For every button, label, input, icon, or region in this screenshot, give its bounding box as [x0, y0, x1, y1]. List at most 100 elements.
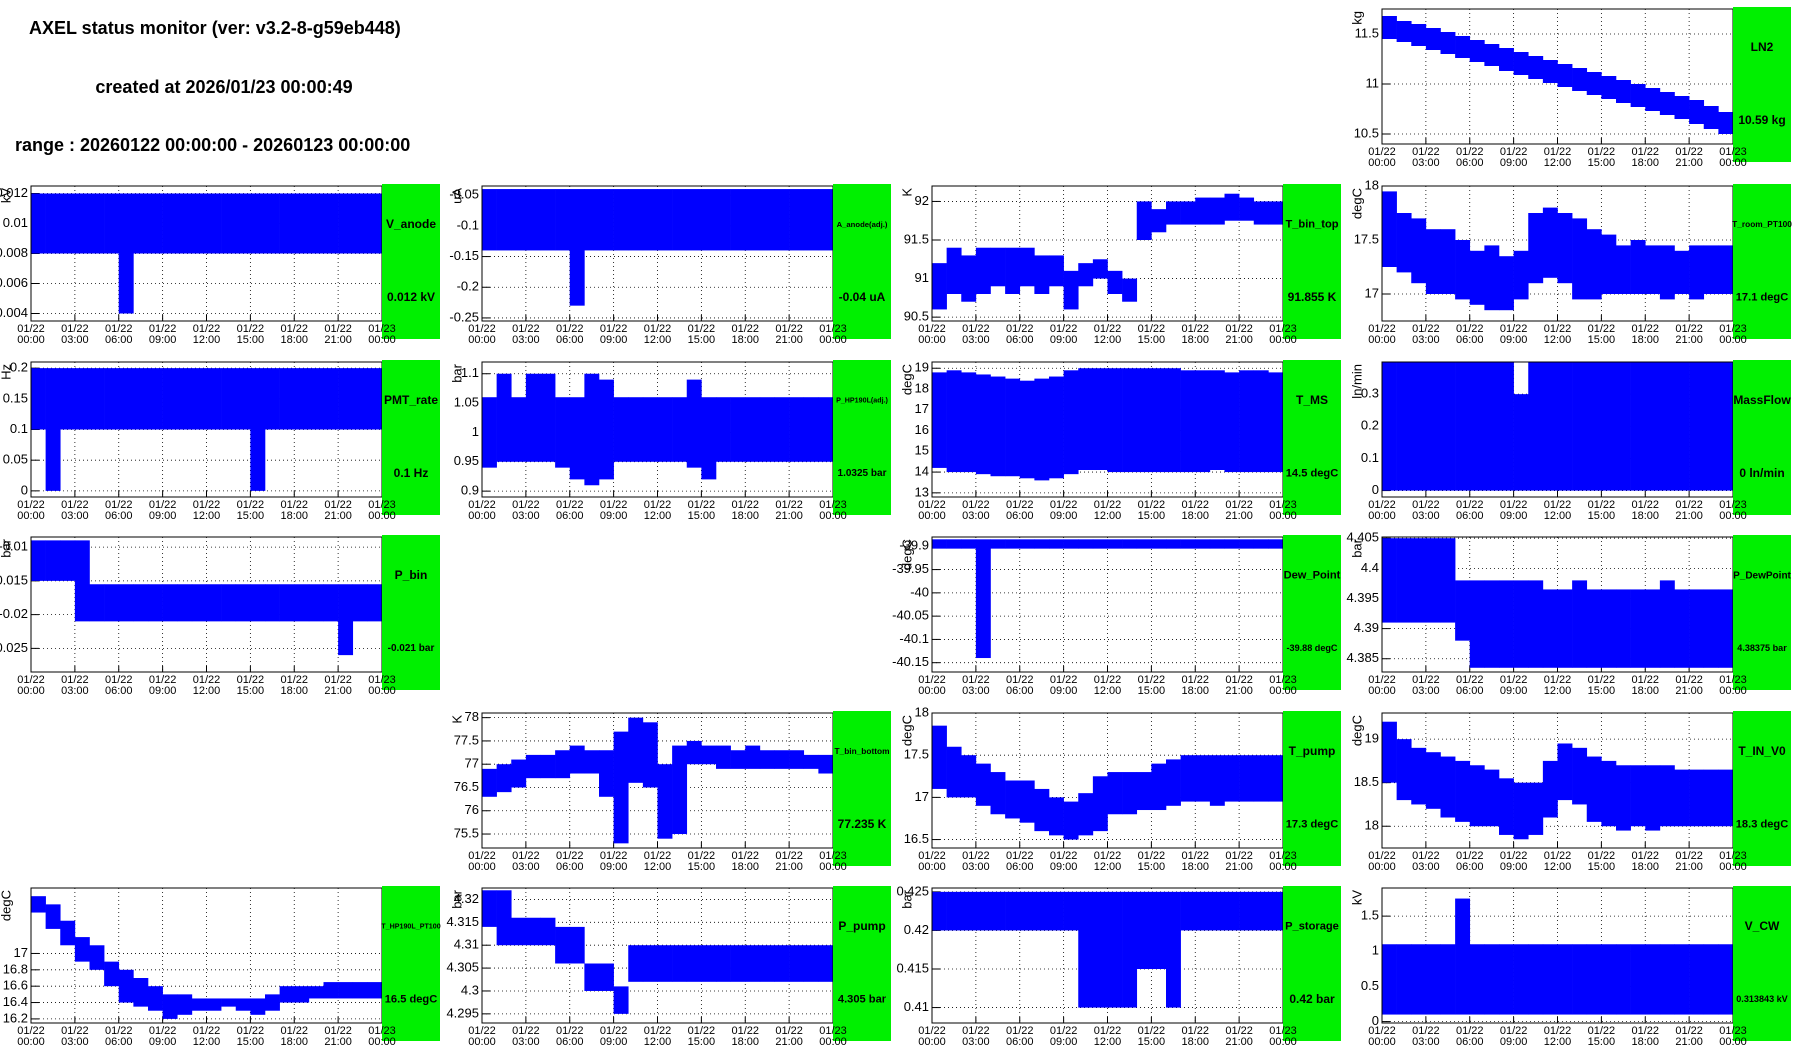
x-tick-label: 01/22 18:00 [1181, 1025, 1210, 1048]
band-bar [1382, 944, 1397, 1015]
band-bar [1616, 362, 1631, 491]
x-tick-label: 01/22 00:00 [468, 499, 496, 522]
band-bar [1440, 756, 1456, 818]
band-bar [759, 750, 775, 769]
x-tick-label: 01/22 00:00 [918, 323, 946, 346]
x-tick-label: 01/22 00:00 [17, 674, 45, 697]
band-bar [1107, 270, 1123, 294]
band-bar [990, 891, 1006, 931]
band-bar [221, 193, 237, 254]
band-bar [250, 584, 266, 622]
band-bar [1630, 765, 1646, 827]
y-axis-unit: K [449, 715, 464, 724]
x-tick-label: 01/22 00:00 [1368, 674, 1396, 697]
band-bar [1586, 362, 1602, 491]
band-bar [1396, 213, 1412, 273]
status-box [1283, 886, 1341, 1041]
band-bar [1572, 68, 1588, 91]
band-bar [367, 982, 382, 999]
band-series [31, 540, 382, 656]
x-tick-label: 01/22 18:00 [1181, 850, 1210, 873]
x-tick-label: 01/22 12:00 [192, 674, 221, 697]
band-bar [975, 763, 991, 806]
band-bar [1034, 539, 1050, 549]
band-bar [1180, 891, 1196, 931]
band-bar [1586, 944, 1602, 1015]
y-axis-unit: degC [899, 539, 914, 570]
band-bar [1601, 760, 1617, 827]
band-bar [1703, 362, 1719, 491]
band-bar [191, 998, 207, 1011]
band-bar [1063, 370, 1079, 475]
band-series [1382, 16, 1733, 134]
band-bar [1209, 755, 1225, 806]
y-tick-label: 76.5 [454, 779, 479, 794]
band-bar [1659, 92, 1675, 115]
status-title: P_DewPoint [1733, 570, 1791, 581]
status-value: -0.04 uA [839, 290, 886, 304]
band-bar [730, 189, 746, 251]
band-bar [1499, 256, 1514, 311]
y-tick-label: 0.2 [1361, 418, 1379, 433]
band-bar [1411, 747, 1427, 805]
band-bar [1601, 76, 1617, 99]
band-bar [1411, 362, 1427, 491]
band-bar [308, 986, 324, 999]
y-tick-label: 4.305 [446, 960, 479, 975]
band-bar [642, 397, 658, 462]
band-bar [745, 397, 761, 462]
x-tick-label: 01/22 09:00 [1049, 1025, 1078, 1048]
band-bar [1019, 539, 1035, 549]
band-bar [1425, 28, 1441, 50]
y-tick-label: 0.1 [1361, 450, 1379, 465]
band-series [932, 368, 1283, 481]
band-bar [482, 890, 497, 927]
band-bar [1005, 247, 1021, 294]
band-bar [1195, 370, 1211, 473]
band-bar [89, 945, 105, 970]
status-box [1283, 360, 1341, 515]
band-bar [1049, 539, 1064, 549]
created-time: created at 2026/01/23 00:00:49 [95, 77, 352, 97]
y-tick-label: 18 [1365, 818, 1379, 833]
x-tick-label: 01/22 03:00 [1412, 499, 1440, 522]
band-bar [496, 890, 512, 946]
status-title: T_bin_bottom [834, 746, 889, 756]
band-bar [1528, 580, 1544, 668]
x-tick-label: 01/22 06:00 [1005, 499, 1034, 522]
x-tick-label: 01/22 15:00 [687, 323, 716, 346]
band-bar [1122, 539, 1138, 549]
band-bar [1107, 772, 1123, 815]
x-tick-label: 01/22 18:00 [280, 499, 309, 522]
x-tick-label: 01/22 09:00 [1049, 850, 1078, 873]
band-bar [1645, 589, 1661, 668]
band-bar [1166, 539, 1181, 549]
status-value: 77.235 K [838, 817, 887, 831]
band-bar [1469, 580, 1485, 668]
band-bar [294, 193, 310, 254]
band-bar [1411, 218, 1427, 284]
y-axis-unit: degC [0, 890, 13, 921]
band-bar [1034, 378, 1050, 481]
band-bar [1659, 245, 1675, 300]
x-tick-label: 01/22 15:00 [1137, 850, 1166, 873]
band-bar [613, 731, 629, 844]
band-bar [482, 768, 497, 797]
band-bar [1268, 201, 1283, 225]
status-box [1283, 535, 1341, 690]
band-bar [1239, 891, 1255, 931]
band-bar [716, 189, 731, 251]
band-bar [1513, 782, 1529, 840]
x-tick-label: 01/23 00:00 [368, 323, 396, 346]
band-bar [628, 397, 644, 462]
status-title: Dew_Point [1284, 570, 1341, 582]
band-series [932, 891, 1283, 1008]
band-bar [1455, 898, 1471, 1015]
band-bar [1151, 368, 1167, 473]
band-bar [1078, 539, 1094, 549]
band-bar [294, 986, 310, 1003]
band-bar [45, 904, 61, 929]
y-axis-unit: degC [1349, 188, 1364, 219]
band-bar [1078, 891, 1094, 1008]
band-bar [162, 193, 178, 254]
